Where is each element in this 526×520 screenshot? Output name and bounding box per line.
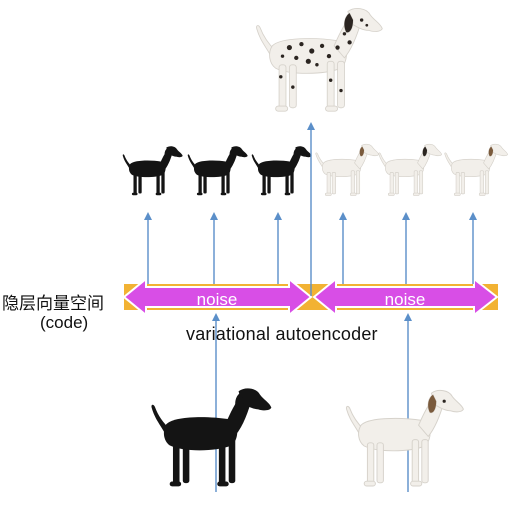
generated-dog-black-3	[251, 146, 312, 196]
encoding-arrows	[212, 313, 412, 492]
generated-dog-black-1	[122, 146, 183, 196]
noise-arrow-right	[312, 276, 499, 318]
white-dog-icon	[345, 389, 464, 487]
generated-dog-black-2	[187, 146, 248, 196]
black-dog-icon	[151, 388, 272, 487]
code-label: (code)	[40, 313, 89, 332]
dalmatian-dog-icon	[256, 8, 383, 112]
latent-space-label: 隐层向量空间	[2, 294, 104, 314]
generation-arrows	[144, 122, 477, 296]
vae-label: variational autoencoder	[186, 324, 378, 344]
noise-arrow-left	[122, 276, 313, 318]
generated-dog-white-3	[444, 143, 508, 196]
generated-dog-white-2	[378, 143, 442, 196]
generated-dog-white-1	[315, 143, 379, 196]
noise-label-right: noise	[385, 290, 426, 309]
noise-label-left: noise	[197, 290, 238, 309]
